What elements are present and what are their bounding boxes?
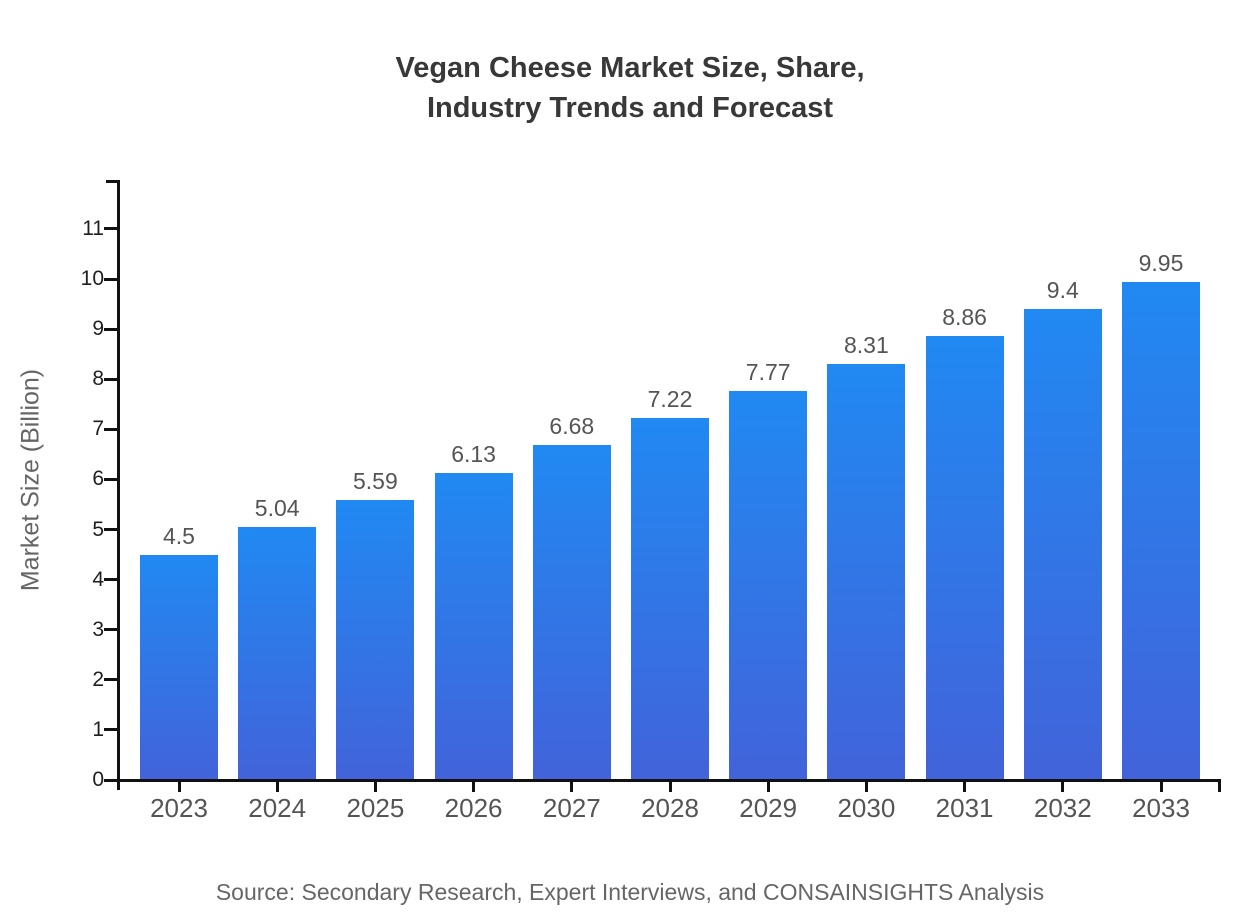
y-tick-label: 10: [80, 267, 104, 290]
bar-value-label: 8.86: [942, 304, 987, 331]
bar-2024: [238, 527, 317, 779]
x-tick-mark: [766, 782, 770, 792]
x-tick-label: 2028: [641, 793, 699, 823]
x-tick-label: 2027: [542, 793, 601, 823]
x-tick-mark: [1159, 782, 1163, 792]
bar-2029: [729, 390, 808, 779]
y-tick-label: 6: [92, 467, 104, 491]
bar-2031: [925, 336, 1004, 779]
y-tick-mark: [104, 377, 117, 381]
bar-2030: [827, 363, 906, 779]
x-tick-mark: [373, 782, 377, 792]
y-tick-mark: [104, 477, 117, 481]
x-tick-mark: [177, 782, 181, 792]
y-tick-mark: [104, 678, 117, 682]
x-tick-mark: [472, 782, 476, 792]
x-tick-mark: [275, 782, 279, 792]
y-tick-mark: [104, 578, 117, 582]
y-tick-mark: [104, 728, 117, 732]
y-tick-mark: [104, 427, 117, 431]
chart-title: Vegan Cheese Market Size, Share, Industr…: [0, 48, 1260, 128]
bar-value-label: 5.59: [353, 467, 398, 494]
x-tick-mark: [1061, 782, 1065, 792]
bar-2023: [140, 554, 218, 779]
y-tick-mark: [104, 277, 117, 281]
x-tick-label: 2030: [837, 793, 896, 823]
x-tick-label: 2031: [935, 793, 994, 823]
bar-value-label: 6.68: [549, 413, 595, 440]
bar-value-label: 5.04: [254, 495, 300, 522]
y-axis-line: [117, 180, 120, 790]
bar-value-label: 9.4: [1046, 277, 1079, 304]
x-tick-label: 2025: [346, 793, 405, 823]
bar-value-label: 6.13: [451, 440, 496, 467]
bar-2025: [336, 499, 415, 779]
y-tick-mark: [104, 528, 117, 531]
x-tick-label: 2026: [444, 793, 503, 823]
bar-value-label: 7.77: [745, 358, 791, 385]
x-tick-label: 2032: [1033, 793, 1092, 823]
bar-value-label: 7.22: [647, 386, 693, 413]
bar-value-label: 8.31: [844, 331, 889, 358]
y-tick-label: 1: [92, 717, 104, 741]
y-tick-mark: [104, 778, 117, 782]
chart-title-line-2: Industry Trends and Forecast: [426, 92, 834, 124]
bar-2033: [1122, 281, 1200, 779]
x-tick-label: 2033: [1132, 793, 1190, 823]
y-tick-mark: [104, 327, 117, 331]
x-tick-mark: [864, 782, 868, 792]
x-axis-line: [117, 779, 1221, 782]
bar-2026: [434, 472, 513, 779]
source-note: Source: Secondary Research, Expert Inter…: [215, 879, 1045, 905]
y-tick-label: 11: [82, 216, 104, 240]
y-tick-label: 2: [92, 667, 104, 691]
y-tick-label: 9: [92, 317, 104, 341]
y-tick-label: 5: [92, 517, 104, 541]
y-tick-label: 8: [92, 367, 104, 391]
x-tick-mark: [570, 782, 574, 792]
x-tick-label: 2024: [248, 793, 307, 823]
bar-value-label: 4.5: [163, 522, 195, 549]
y-tick-mark: [104, 628, 117, 632]
y-tick-label: 7: [92, 417, 104, 441]
x-tick-mark: [963, 782, 967, 792]
y-tick-label: 4: [92, 567, 104, 591]
y-axis-end-cap-tick: [106, 180, 117, 183]
x-tick-label: 2023: [150, 793, 208, 823]
bar-2028: [631, 418, 709, 779]
y-tick-label: 3: [92, 617, 104, 641]
bar-2032: [1023, 309, 1102, 779]
x-tick-mark: [668, 782, 672, 792]
x-tick-label: 2029: [739, 793, 798, 823]
bar-value-label: 9.95: [1138, 249, 1184, 276]
y-tick-mark: [104, 227, 117, 231]
y-tick-label: 0: [92, 768, 104, 791]
x-axis-end-cap-tick: [1218, 782, 1221, 792]
chart-title-line-1: Vegan Cheese Market Size, Share,: [395, 52, 865, 84]
bar-2027: [532, 445, 611, 779]
